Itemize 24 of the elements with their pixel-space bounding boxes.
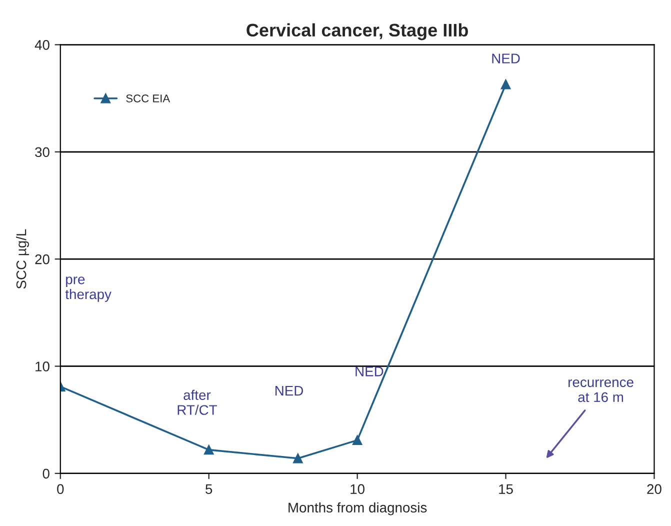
- y-tick-label: 10: [36, 362, 50, 372]
- x-tick-label: 15: [499, 484, 513, 494]
- chart-title: Cervical cancer, Stage IIIb: [246, 23, 468, 40]
- point: [500, 80, 511, 90]
- annotation: NED: [275, 386, 304, 396]
- y-tick-label: 0: [42, 468, 50, 479]
- annotation: after RT/CT: [178, 390, 217, 415]
- annotation: NED: [356, 366, 384, 376]
- x-tick-label: 5: [206, 484, 212, 494]
- point: [204, 444, 214, 455]
- x-tick-label: 10: [350, 484, 364, 494]
- point: [352, 435, 362, 446]
- annotation: recurrence at 16 m: [568, 379, 634, 402]
- y-tick-label: 20: [35, 254, 50, 264]
- point: [293, 454, 303, 464]
- x-tick-label: 20: [647, 484, 662, 494]
- x-axis-title: Months from diagnosis: [288, 502, 427, 516]
- y-axis-title: SCC µg/L: [16, 229, 29, 289]
- x-tick-label: 0: [57, 484, 64, 494]
- annotation: NED: [492, 54, 520, 64]
- annotation: pre therapy: [65, 276, 112, 302]
- y-tick-label: 30: [35, 147, 50, 158]
- legend-label: SCC EIA: [126, 94, 170, 102]
- y-tick-label: 40: [34, 40, 50, 50]
